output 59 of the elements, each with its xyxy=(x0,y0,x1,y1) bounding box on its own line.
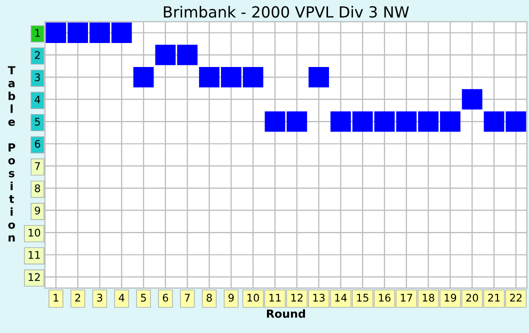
x-tick-label: 3 xyxy=(97,294,102,302)
point xyxy=(111,22,132,43)
x-tick-label: 13 xyxy=(313,294,325,302)
x-axis-title: Round xyxy=(266,309,305,318)
point xyxy=(90,22,110,43)
x-tick-label: 6 xyxy=(162,294,168,302)
y-tick-label: 6 xyxy=(34,140,40,148)
x-tick-label: 2 xyxy=(75,294,80,302)
y-tick-label: 11 xyxy=(28,251,40,259)
x-tick-label: 22 xyxy=(510,294,522,302)
point xyxy=(396,111,417,132)
point xyxy=(462,89,482,110)
y-tick-label: 7 xyxy=(35,162,40,170)
x-tick-label: 4 xyxy=(118,294,124,302)
x-tick-label: 1 xyxy=(54,294,58,302)
x-tick-label: 9 xyxy=(228,294,234,302)
x-tick-label: 21 xyxy=(488,294,500,302)
point xyxy=(286,111,308,132)
y-tick-label: 5 xyxy=(34,118,40,126)
x-tick-label: 10 xyxy=(248,294,259,302)
x-tick-label: 20 xyxy=(466,294,478,302)
x-tick-label: 17 xyxy=(400,294,412,302)
point xyxy=(242,66,264,88)
y-tick-label: 4 xyxy=(34,96,40,104)
x-tick-label: 16 xyxy=(379,294,390,302)
point xyxy=(440,111,460,132)
y-tick-label: 10 xyxy=(28,228,40,237)
y-tick-label: 1 xyxy=(35,29,40,37)
point xyxy=(199,66,220,88)
y-tick-label: 2 xyxy=(34,51,40,59)
point xyxy=(68,22,88,43)
point xyxy=(330,111,351,132)
x-tick-label: 5 xyxy=(141,294,146,302)
point xyxy=(46,22,66,43)
x-tick-label: 14 xyxy=(335,294,347,302)
x-tick-label: 19 xyxy=(444,294,456,302)
x-tick-label: 12 xyxy=(291,294,302,302)
point xyxy=(506,111,526,132)
point xyxy=(177,44,198,66)
y-tick-label: 8 xyxy=(34,184,40,192)
point xyxy=(133,66,154,88)
point xyxy=(352,111,373,132)
point xyxy=(418,111,439,132)
point xyxy=(374,111,395,132)
x-tick-label: 11 xyxy=(269,294,281,302)
x-tick-label: 7 xyxy=(184,294,190,302)
point xyxy=(155,44,176,66)
point xyxy=(308,66,329,88)
text: Table Position xyxy=(8,66,16,242)
chart-title: Brimbank - 2000 VPVL Div 3 NW xyxy=(164,6,409,18)
x-tick-label: 15 xyxy=(357,294,368,302)
y-tick-label: 3 xyxy=(34,73,40,82)
x-tick-label: 8 xyxy=(206,294,212,302)
x-tick-label: 18 xyxy=(422,294,434,302)
point xyxy=(220,66,242,88)
y-tick-label: 12 xyxy=(28,273,40,281)
point xyxy=(264,111,286,132)
y-tick-label: 9 xyxy=(34,206,40,214)
point xyxy=(484,111,504,132)
